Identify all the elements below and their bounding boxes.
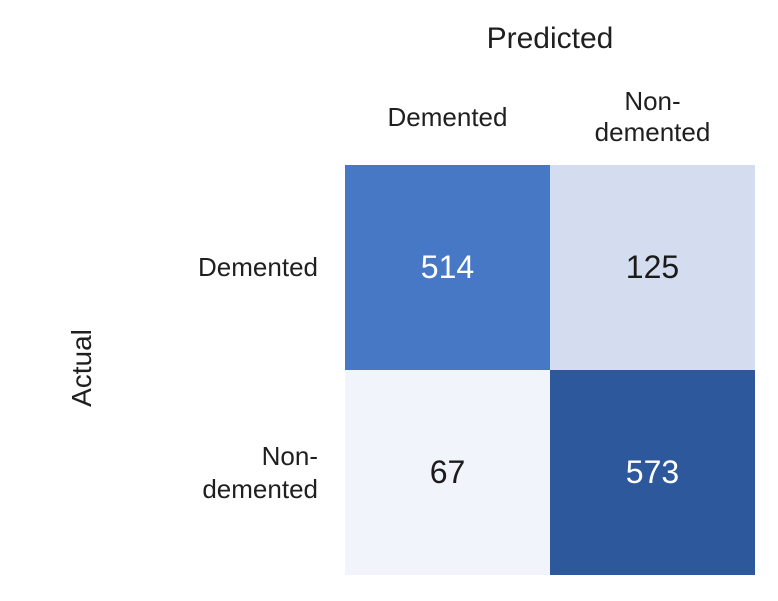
confusion-matrix-grid: 514 125 67 573: [345, 165, 755, 575]
cell-actual-demented-predicted-demented: 514: [345, 165, 550, 370]
col-header-non-demented: Non- demented: [594, 86, 711, 147]
row-header-demented: Demented: [198, 252, 318, 283]
cell-actual-non-demented-predicted-demented: 67: [345, 370, 550, 575]
cell-actual-demented-predicted-non-demented: 125: [550, 165, 755, 370]
cell-actual-non-demented-predicted-non-demented: 573: [550, 370, 755, 575]
col-header-demented: Demented: [387, 101, 508, 132]
row-header-non-demented: Non- demented: [202, 441, 318, 504]
predicted-axis-title: Predicted: [486, 22, 614, 55]
